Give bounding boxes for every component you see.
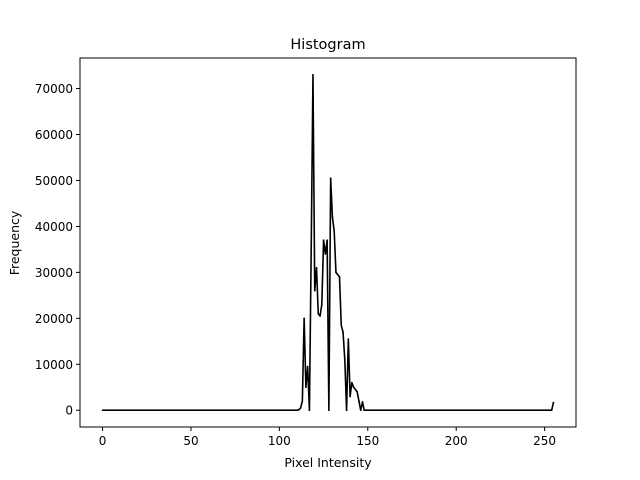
data-point (326, 239, 328, 241)
x-tick-label: 0 (99, 434, 107, 448)
data-point (340, 324, 343, 327)
data-point (324, 253, 327, 255)
data-point (312, 73, 314, 76)
plot-area-frame (79, 57, 577, 428)
data-point (361, 401, 364, 403)
data-point (349, 395, 351, 398)
series-points (101, 73, 555, 412)
data-point (321, 303, 323, 306)
data-point (329, 177, 332, 179)
y-axis-label: Frequency (7, 210, 22, 275)
data-point (333, 230, 335, 232)
data-point (365, 409, 367, 412)
y-tick-label: 10000 (35, 358, 73, 372)
x-tick-label: 100 (268, 434, 291, 448)
x-tick-label: 200 (445, 434, 468, 448)
data-point (313, 289, 316, 292)
data-point (347, 338, 350, 340)
y-tick-label: 0 (65, 404, 73, 418)
x-tick-label: 50 (183, 434, 198, 448)
x-tick-label: 150 (356, 434, 379, 448)
data-point (338, 276, 341, 278)
data-point (455, 409, 458, 412)
x-axis: 0 50 100 150 200 250 (99, 427, 556, 448)
data-point (358, 400, 360, 402)
data-point (319, 315, 321, 317)
y-tick-label: 50000 (35, 174, 73, 188)
data-point (322, 239, 325, 241)
data-point (296, 409, 298, 412)
data-point (315, 266, 318, 269)
series-line (102, 73, 555, 412)
data-point (298, 408, 300, 411)
y-axis: 0 10000 20000 30000 40000 50000 60000 70000 (35, 82, 80, 418)
data-point (352, 386, 355, 389)
y-tick-label: 60000 (35, 128, 73, 142)
data-point (299, 407, 302, 409)
x-axis-label: Pixel Intensity (284, 455, 372, 470)
data-point (336, 273, 339, 276)
data-point (354, 388, 357, 391)
data-point (344, 358, 346, 361)
data-point (308, 409, 311, 412)
data-point (317, 312, 320, 315)
data-point (363, 409, 366, 412)
data-point (345, 409, 348, 412)
data-point (331, 216, 334, 219)
data-point (305, 386, 307, 389)
chart-title: Histogram (290, 37, 365, 53)
data-point (552, 401, 555, 404)
data-point (356, 391, 358, 393)
data-point (549, 409, 551, 412)
x-tick-label: 250 (533, 434, 556, 448)
y-tick-label: 40000 (35, 220, 73, 234)
data-point (550, 409, 553, 412)
data-point (366, 409, 369, 412)
data-point (101, 409, 104, 412)
y-tick-label: 70000 (35, 82, 73, 96)
data-point (359, 409, 362, 412)
data-point (303, 317, 305, 320)
data-point (310, 248, 313, 251)
data-point (306, 365, 309, 368)
data-point (301, 400, 304, 402)
data-point (328, 409, 330, 412)
y-tick-label: 20000 (35, 312, 73, 326)
y-tick-label: 30000 (35, 266, 73, 280)
data-point (351, 381, 353, 384)
data-point (335, 271, 337, 274)
data-point (342, 331, 344, 333)
